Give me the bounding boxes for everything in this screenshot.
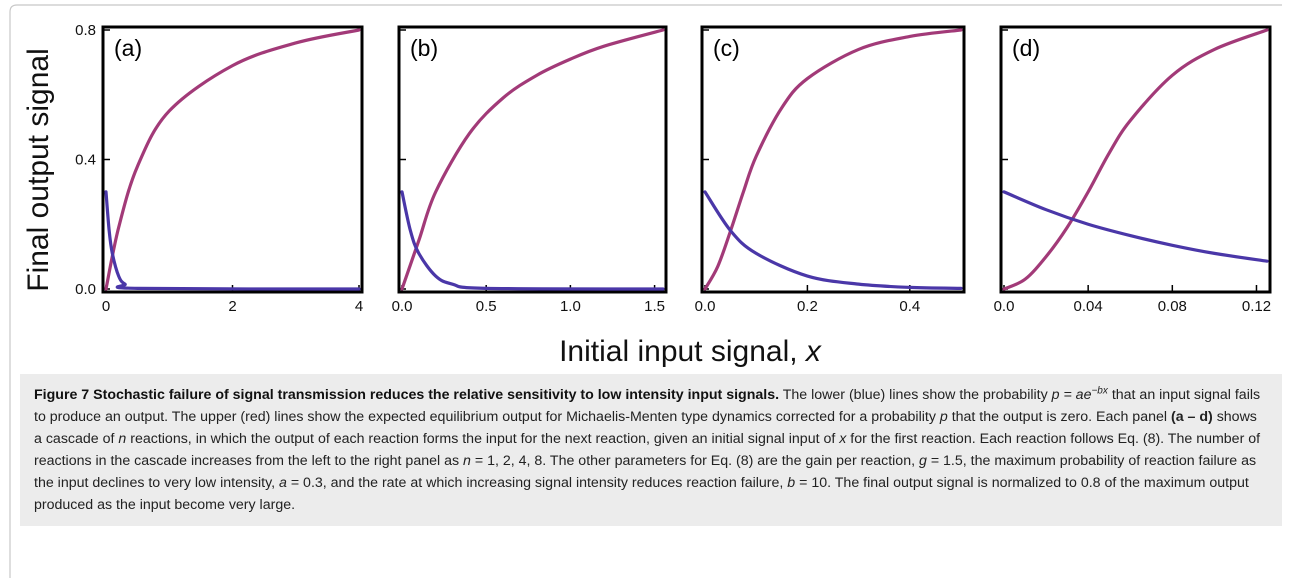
x-tick-label: 0.12	[1242, 298, 1271, 315]
figure-caption: Figure 7 Stochastic failure of signal tr…	[20, 374, 1282, 526]
caption-var: p	[939, 409, 948, 425]
caption-text: = 1.5, the maximum probability of reacti…	[34, 453, 1257, 491]
x-tick-label: 0.5	[476, 298, 497, 315]
caption-var: b	[787, 475, 796, 491]
x-tick-label: 4	[355, 298, 363, 315]
caption-panel-ref: (a – d)	[1170, 409, 1213, 425]
x-tick-label: 0.04	[1074, 298, 1103, 315]
failure-probability-line	[104, 190, 361, 291]
caption-text: reactions, in which the output of each r…	[126, 431, 840, 447]
failure-probability-line	[703, 190, 963, 290]
x-tick-label: 2	[228, 298, 236, 315]
panel-label: (b)	[410, 35, 438, 61]
caption-text: = 0.3, and the rate at which increasing …	[286, 475, 788, 491]
caption-text: that the output is zero. Each panel	[947, 409, 1171, 425]
failure-probability-line	[400, 190, 665, 291]
plot-frame	[999, 25, 1272, 294]
y-tick-label: 0.4	[75, 152, 96, 169]
output-line	[400, 28, 665, 291]
output-line	[1002, 28, 1269, 291]
caption-var: x	[839, 431, 847, 447]
caption-var: n	[463, 453, 471, 469]
caption-text: for the first reaction. Each reaction fo…	[34, 431, 1261, 469]
figure-border	[9, 4, 1282, 578]
x-tick-label: 1.5	[644, 298, 665, 315]
chart-panels: 0 2 4 0.0 0.4 0.8 (a) 0.0 0.5 1.0 1.5 (b) 0.0 0.2 0.4 (…	[75, 22, 1272, 315]
caption-text: that an input signal fails to produce an…	[34, 387, 1261, 425]
y-tick-label: 0.0	[75, 281, 96, 298]
plot-frame	[700, 25, 966, 294]
panel-label: (c)	[713, 35, 740, 61]
output-line	[104, 28, 361, 291]
x-tick-label: 0.4	[899, 298, 920, 315]
caption-text: = 1, 2, 4, 8. The other parameters for E…	[470, 453, 919, 469]
caption-title: Figure 7 Stochastic failure of signal tr…	[34, 387, 780, 403]
y-tick-label: 0.8	[75, 22, 96, 39]
plot-frame	[397, 25, 668, 294]
caption-text: = 10. The final output signal is normali…	[34, 475, 1249, 513]
caption-text: shows a cascade of	[34, 409, 1257, 447]
x-tick-label: 0.08	[1158, 298, 1187, 315]
failure-probability-line	[1002, 190, 1269, 263]
x-tick-label: 0	[102, 298, 110, 315]
y-axis-label: Final output signal	[22, 48, 55, 292]
x-tick-label: 0.0	[994, 298, 1015, 315]
panel-label: (a)	[114, 35, 142, 61]
x-tick-label: 0.0	[392, 298, 413, 315]
caption-equation-exponent: −bx	[1091, 385, 1108, 397]
caption-var: a	[279, 475, 287, 491]
x-tick-label: 0.0	[695, 298, 716, 315]
x-tick-label: 1.0	[560, 298, 581, 315]
output-line	[703, 28, 963, 291]
caption-equation: p = ae	[1051, 387, 1092, 403]
x-axis-label: Initial input signal, x	[559, 335, 822, 368]
caption-text: The lower (blue) lines show the probabil…	[779, 387, 1052, 403]
caption-var: n	[118, 431, 127, 447]
caption-var: g	[918, 453, 927, 469]
x-tick-label: 0.2	[797, 298, 818, 315]
panel-label: (d)	[1012, 35, 1040, 61]
